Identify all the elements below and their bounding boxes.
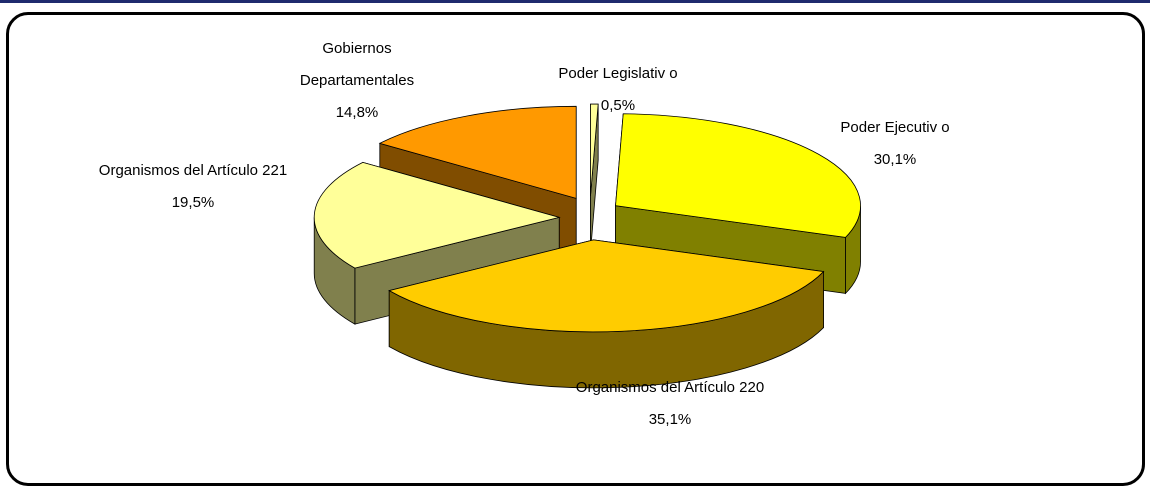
value-label: 35,1%: [648, 411, 692, 428]
slice-label: Organismos del Artículo 220 35,1%: [560, 372, 780, 436]
category-label: Gobiernos Departamentales: [299, 40, 415, 89]
pie-slice: [388, 239, 825, 389]
slice-label: Gobiernos Departamentales 14,8%: [297, 33, 417, 129]
slice-label: Organismos del Artículo 221 19,5%: [83, 155, 303, 219]
slice-label: Poder Legislativ o 0,5%: [528, 58, 708, 122]
value-label: 30,1%: [873, 151, 917, 168]
category-label: Organismos del Artículo 220: [575, 379, 765, 396]
slice-label: Poder Ejecutiv o 30,1%: [800, 112, 990, 176]
value-label: 0,5%: [600, 97, 636, 114]
top-bar: [0, 0, 1150, 3]
slice-top: [590, 103, 599, 197]
slice-top: [388, 239, 825, 333]
category-label: Poder Legislativ o: [558, 65, 678, 82]
value-label: 19,5%: [171, 194, 215, 211]
slice-top: [313, 161, 561, 269]
category-label: Poder Ejecutiv o: [840, 119, 950, 136]
value-label: 14,8%: [335, 104, 379, 121]
slice-top: [378, 105, 577, 199]
chart-frame: [6, 12, 1145, 486]
category-label: Organismos del Artículo 221: [98, 162, 288, 179]
pie-slice: [590, 103, 599, 253]
slice-top: [615, 113, 861, 238]
